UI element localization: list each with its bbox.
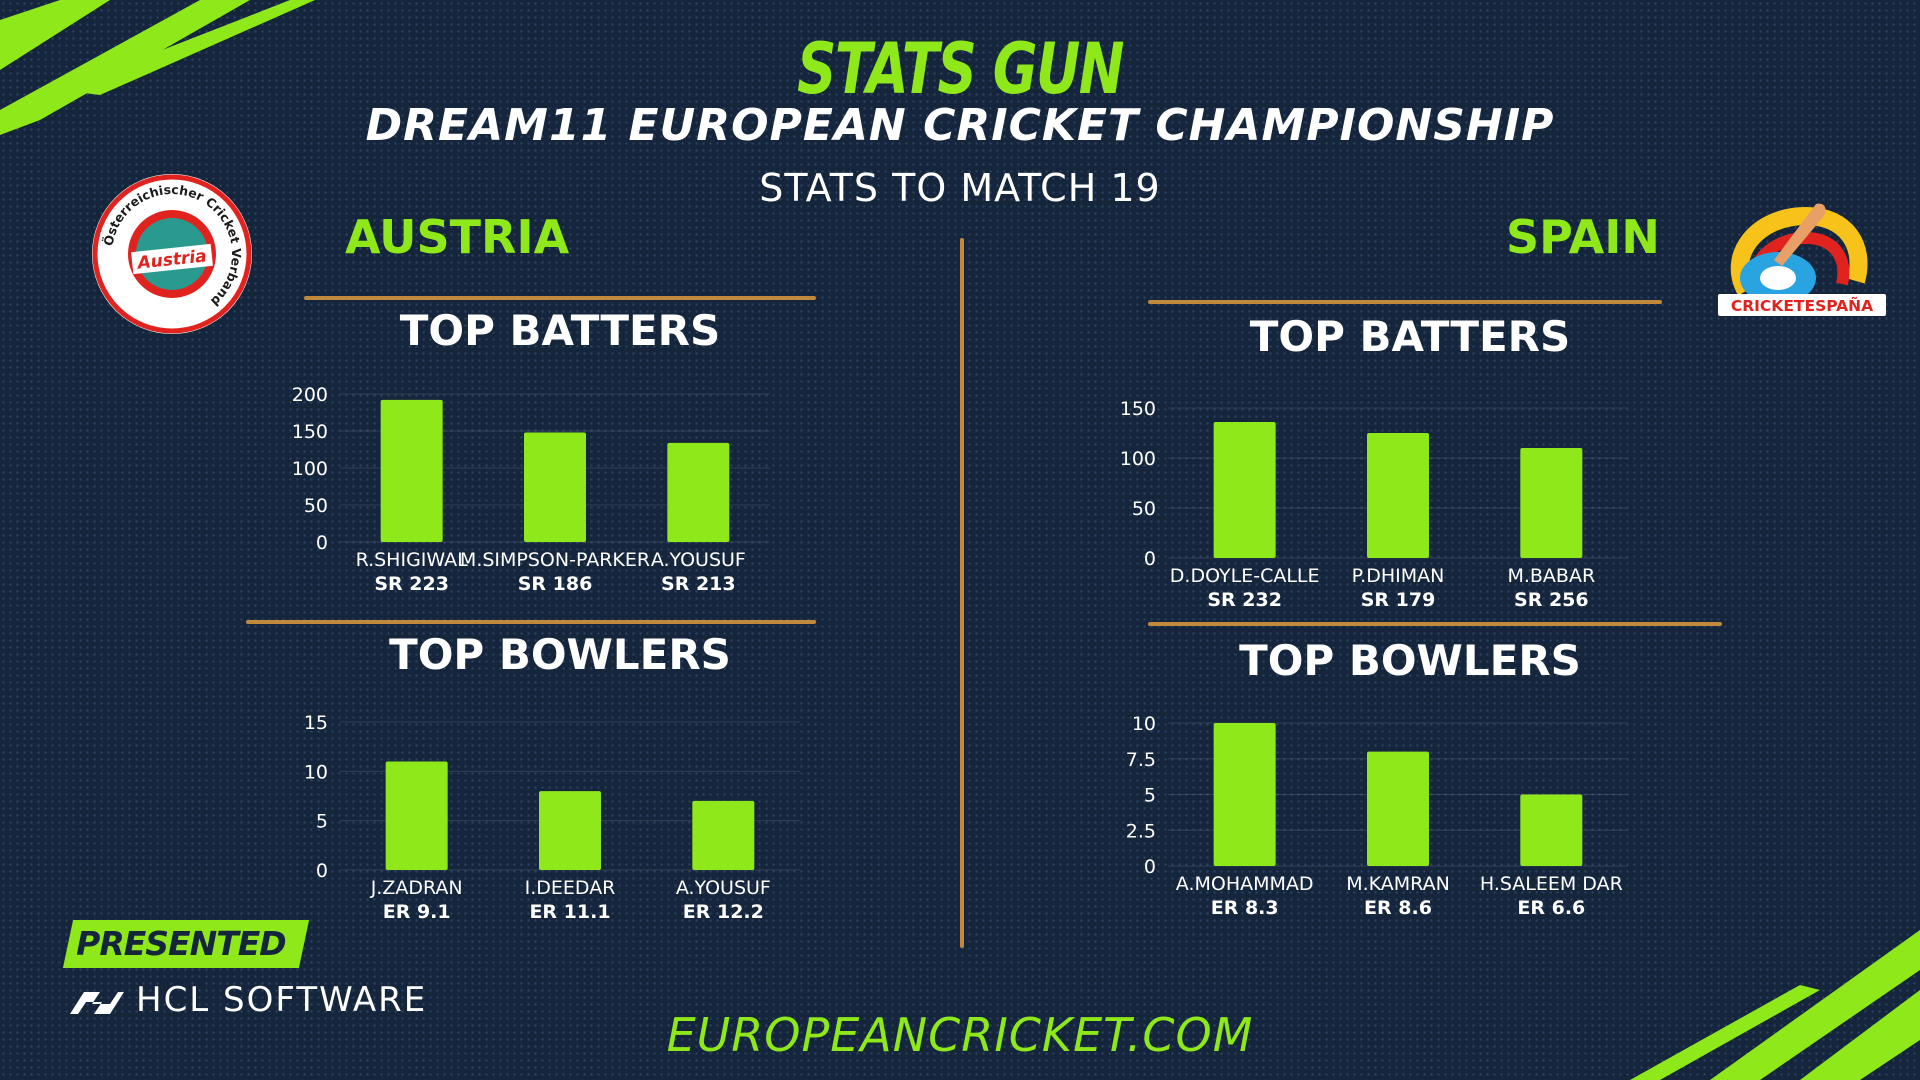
bar — [385, 761, 448, 870]
category-label: M.KAMRAN — [1346, 873, 1450, 895]
bar — [1367, 751, 1429, 866]
y-tick-label: 15 — [304, 712, 328, 734]
y-tick-label: 2.5 — [1126, 820, 1156, 842]
category-label: M.BABAR — [1507, 565, 1595, 587]
spain-top-bowlers-title: TOP BOWLERS — [1239, 636, 1581, 685]
presented-by-badge: PRESENTED BY — [62, 920, 310, 1011]
category-label: P.DHIMAN — [1352, 565, 1445, 587]
rate-label: SR 186 — [518, 573, 593, 595]
bar — [539, 791, 601, 870]
y-tick-label: 150 — [1120, 398, 1156, 420]
y-tick-label: 7.5 — [1126, 749, 1156, 771]
y-tick-label: 0 — [316, 860, 328, 882]
bar — [380, 399, 443, 542]
y-tick-label: 10 — [304, 761, 328, 783]
rate-label: SR 232 — [1207, 589, 1282, 611]
category-label: A.MOHAMMAD — [1176, 873, 1314, 895]
team-name-spain: SPAIN — [1506, 210, 1660, 264]
spain-top-batters-title: TOP BATTERS — [1249, 312, 1571, 361]
bar — [692, 800, 755, 870]
hcl-logo-icon — [70, 992, 124, 1014]
rate-label: ER 8.6 — [1364, 897, 1432, 919]
bar — [524, 432, 586, 542]
rate-label: SR 213 — [661, 573, 736, 595]
bar — [667, 442, 730, 542]
y-tick-label: 100 — [292, 458, 328, 480]
championship-title: DREAM11 EUROPEAN CRICKET CHAMPIONSHIP — [365, 100, 1555, 151]
austria-cricket-logo: Austria Österreichischer Cricket Verband — [92, 174, 252, 334]
rate-label: SR 256 — [1514, 589, 1589, 611]
y-tick-label: 5 — [1144, 785, 1156, 807]
divider-spain-mid — [1148, 622, 1722, 626]
category-label: R.SHIGIWAL — [356, 549, 469, 571]
rate-label: ER 9.1 — [383, 901, 451, 923]
bar — [1520, 448, 1583, 558]
category-label: D.DOYLE-CALLE — [1170, 565, 1320, 587]
category-label: M.SIMPSON-PARKER — [460, 549, 650, 571]
rate-label: ER 11.1 — [529, 901, 610, 923]
category-label: I.DEEDAR — [525, 877, 616, 899]
y-tick-label: 200 — [292, 384, 328, 406]
page-title: STATS GUN — [797, 28, 1124, 110]
divider-austria-top — [304, 296, 816, 300]
spain-cricket-logo: CRICKETESPAÑA — [1718, 203, 1886, 316]
y-tick-label: 10 — [1132, 713, 1156, 735]
rate-label: ER 12.2 — [683, 901, 764, 923]
bar — [1520, 794, 1583, 866]
stats-to-match-label: STATS TO MATCH 19 — [759, 166, 1161, 210]
bar — [1213, 422, 1276, 558]
rate-label: ER 8.3 — [1211, 897, 1279, 919]
center-divider — [960, 238, 964, 948]
y-tick-label: 0 — [316, 532, 328, 554]
team-name-austria: AUSTRIA — [345, 210, 570, 264]
y-tick-label: 50 — [304, 495, 328, 517]
category-label: H.SALEEM DAR — [1480, 873, 1623, 895]
sponsor-name: HCL SOFTWARE — [136, 980, 428, 1020]
y-tick-label: 150 — [292, 421, 328, 443]
website-link[interactable]: EUROPEANCRICKET.COM — [666, 1008, 1254, 1062]
rate-label: SR 223 — [374, 573, 449, 595]
category-label: A.YOUSUF — [651, 549, 746, 571]
rate-label: SR 179 — [1361, 589, 1436, 611]
y-tick-label: 100 — [1120, 448, 1156, 470]
y-tick-label: 0 — [1144, 548, 1156, 570]
decor-slash-top-left — [0, 0, 315, 135]
divider-spain-top — [1148, 300, 1662, 304]
category-label: A.YOUSUF — [676, 877, 771, 899]
y-tick-label: 50 — [1132, 498, 1156, 520]
y-tick-label: 0 — [1144, 856, 1156, 878]
bar — [1367, 433, 1429, 558]
austria-top-bowlers-title: TOP BOWLERS — [389, 630, 731, 679]
y-tick-label: 5 — [316, 811, 328, 833]
category-label: J.ZADRAN — [370, 877, 463, 899]
divider-austria-mid — [246, 620, 816, 624]
decor-slash-bottom-right — [1630, 930, 1920, 1080]
rate-label: ER 6.6 — [1517, 897, 1585, 919]
austria-top-batters-title: TOP BATTERS — [399, 306, 721, 355]
bar — [1213, 723, 1276, 866]
spain-logo-wordmark: CRICKETESPAÑA — [1731, 296, 1873, 315]
